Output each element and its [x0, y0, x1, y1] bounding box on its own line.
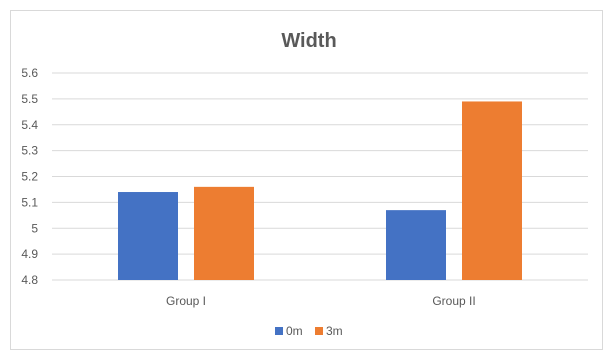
bars — [118, 101, 522, 281]
y-tick-label: 5.5 — [21, 92, 38, 106]
legend-label: 0m — [286, 324, 303, 338]
y-tick-label: 5.2 — [21, 170, 38, 184]
y-tick-label: 4.8 — [21, 273, 38, 287]
x-axis-categories: Group I Group II — [166, 294, 476, 308]
y-tick-label: 5.6 — [21, 66, 38, 80]
y-axis-ticks: 4.8 4.9 5 5.1 5.2 5.3 5.4 5.5 5.6 — [21, 66, 38, 287]
y-tick-label: 5.4 — [21, 118, 38, 132]
legend-label: 3m — [326, 324, 343, 338]
y-tick-label: 5.1 — [21, 195, 38, 209]
y-tick-label: 5 — [31, 221, 38, 235]
bar — [462, 101, 522, 281]
bar — [118, 192, 178, 280]
y-tick-label: 5.3 — [21, 144, 38, 158]
legend-swatch — [275, 327, 283, 335]
x-category-label: Group I — [166, 294, 206, 308]
legend-swatch — [315, 327, 323, 335]
chart-title: Width — [281, 30, 336, 52]
y-tick-label: 4.9 — [21, 247, 38, 261]
x-category-label: Group II — [432, 294, 475, 308]
bar — [194, 186, 254, 280]
bar — [386, 210, 446, 280]
legend: 0m 3m — [275, 324, 343, 338]
